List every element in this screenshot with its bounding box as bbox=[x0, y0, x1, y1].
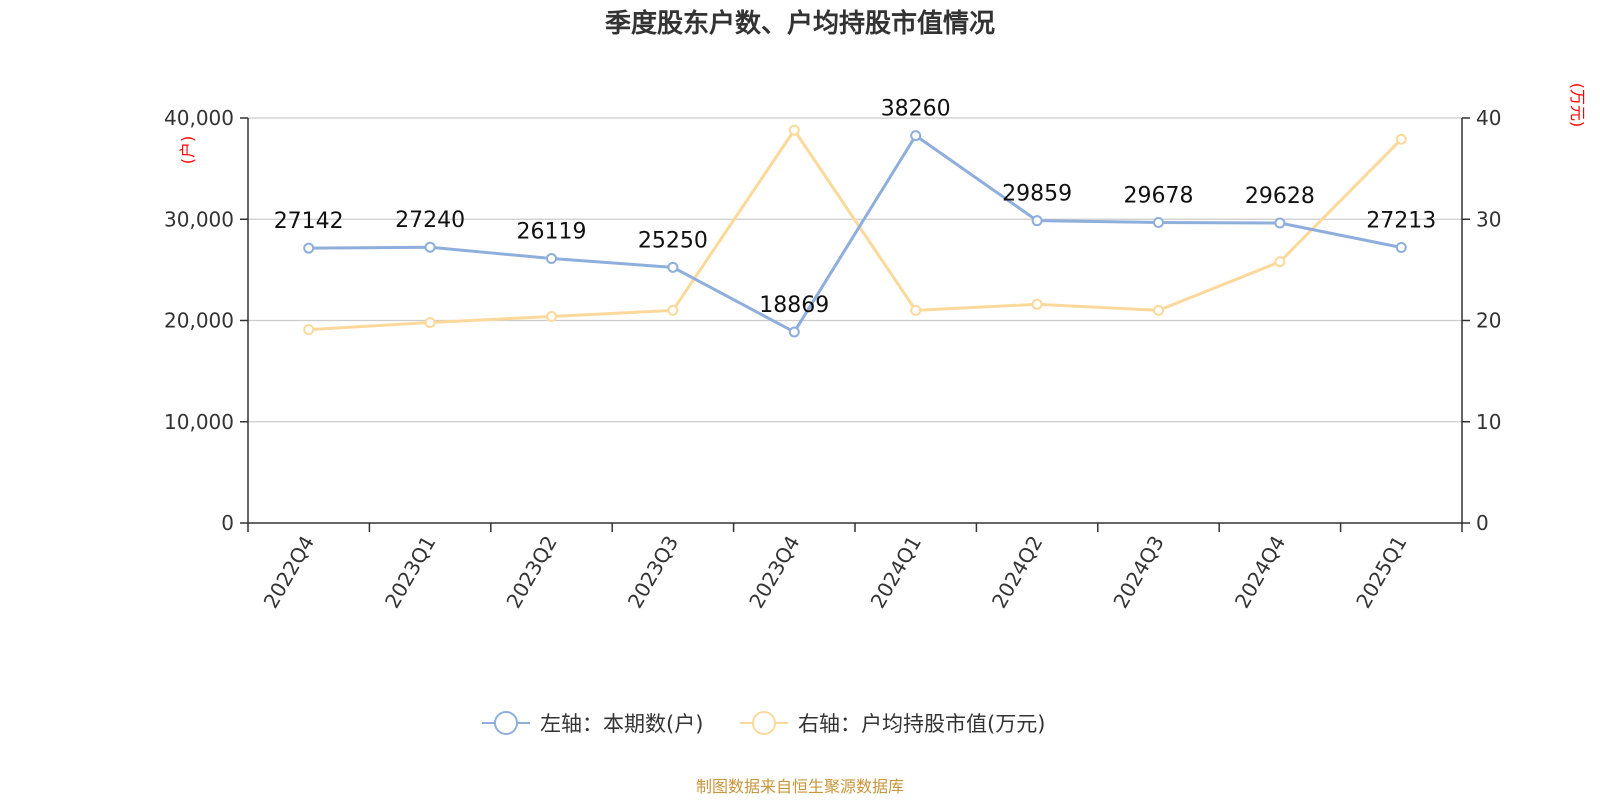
series-line-avg-value bbox=[308, 128, 1403, 332]
holders-point bbox=[910, 130, 922, 142]
avg-value-point bbox=[1274, 256, 1286, 268]
holders-point bbox=[788, 326, 800, 338]
holders-data-label: 26119 bbox=[517, 220, 587, 245]
right-axis-tick-label: 10 bbox=[1476, 410, 1501, 434]
left-axis-tick-label: 10,000 bbox=[164, 410, 234, 434]
holders-point bbox=[546, 253, 557, 265]
holders-data-label: 25250 bbox=[638, 228, 708, 253]
legend: 左轴：本期数(户) 右轴：户均持股市值(万元) bbox=[482, 711, 1045, 736]
legend-item-avg-value[interactable]: 右轴：户均持股市值(万元) bbox=[740, 711, 1045, 736]
holders-data-label: 27213 bbox=[1366, 208, 1436, 233]
avg-value-point bbox=[1031, 298, 1043, 310]
holders-point bbox=[1395, 241, 1407, 253]
x-axis-tick-label: 2025Q1 bbox=[1351, 532, 1411, 613]
x-axis-tick-label: 2024Q1 bbox=[866, 532, 926, 613]
legend-marker bbox=[752, 711, 776, 735]
right-axis-tick-label: 20 bbox=[1476, 309, 1501, 333]
left-axis-tick-label: 30,000 bbox=[164, 207, 234, 231]
holders-point bbox=[303, 242, 315, 254]
x-axis-tick-label: 2024Q4 bbox=[1230, 532, 1290, 613]
avg-value-point bbox=[788, 124, 800, 136]
avg-value-point bbox=[910, 304, 922, 316]
grid-lines bbox=[248, 117, 1462, 423]
holders-data-label: 29628 bbox=[1245, 184, 1315, 209]
avg-value-point bbox=[1153, 304, 1164, 316]
right-axis-tick-label: 0 bbox=[1476, 511, 1489, 535]
holders-point bbox=[667, 261, 679, 273]
holders-data-label: 38260 bbox=[881, 97, 951, 122]
holders-point bbox=[424, 241, 436, 253]
left-axis-unit: (户) bbox=[178, 136, 197, 165]
data-labels: 27142 27240 26119 25250 18869 38260 29859 29678… bbox=[274, 97, 1437, 318]
right-axis-unit: (万元) bbox=[1568, 83, 1587, 128]
holders-point bbox=[1031, 215, 1043, 227]
series-line-holders bbox=[308, 134, 1402, 334]
legend-label: 右轴：户均持股市值(万元) bbox=[798, 712, 1045, 736]
x-axis-tick-label: 2024Q2 bbox=[987, 532, 1047, 613]
x-axis-tick-label: 2022Q4 bbox=[259, 532, 319, 613]
legend-marker bbox=[494, 711, 518, 735]
holders-data-label: 27142 bbox=[274, 209, 344, 234]
holders-data-label: 18869 bbox=[759, 293, 829, 318]
avg-value-point bbox=[424, 317, 436, 329]
right-axis-tick-label: 40 bbox=[1476, 106, 1501, 130]
holders-point bbox=[1153, 217, 1164, 229]
axes: 0 10,000 20,000 30,000 40,000 0 10 20 30 40 (户) (万元… bbox=[164, 83, 1587, 612]
holders-data-label: 27240 bbox=[395, 208, 465, 233]
left-axis-tick-label: 40,000 bbox=[164, 106, 234, 130]
right-axis-tick-label: 30 bbox=[1476, 207, 1501, 231]
x-axis-tick-label: 2023Q4 bbox=[744, 532, 804, 613]
x-axis-tick-label: 2024Q3 bbox=[1108, 532, 1168, 613]
x-axis-tick-label: 2023Q1 bbox=[380, 532, 440, 613]
holders-point bbox=[1274, 217, 1286, 229]
left-axis-tick-label: 20,000 bbox=[164, 309, 234, 333]
legend-label: 左轴：本期数(户) bbox=[540, 712, 703, 736]
x-axis-tick-label: 2023Q2 bbox=[501, 532, 561, 613]
series bbox=[303, 124, 1407, 338]
holders-data-label: 29678 bbox=[1124, 184, 1194, 209]
holders-data-label: 29859 bbox=[1002, 182, 1072, 207]
x-axis-tick-label: 2023Q3 bbox=[623, 532, 683, 613]
chart-title: 季度股东户数、户均持股市值情况 bbox=[605, 8, 995, 39]
avg-value-point bbox=[546, 310, 557, 322]
avg-value-point bbox=[667, 304, 679, 316]
source-note: 制图数据来自恒生聚源数据库 bbox=[696, 777, 904, 796]
left-axis-tick-label: 0 bbox=[221, 511, 234, 535]
legend-item-holders[interactable]: 左轴：本期数(户) bbox=[482, 711, 703, 736]
avg-value-point bbox=[1395, 133, 1407, 145]
avg-value-point bbox=[303, 324, 315, 336]
